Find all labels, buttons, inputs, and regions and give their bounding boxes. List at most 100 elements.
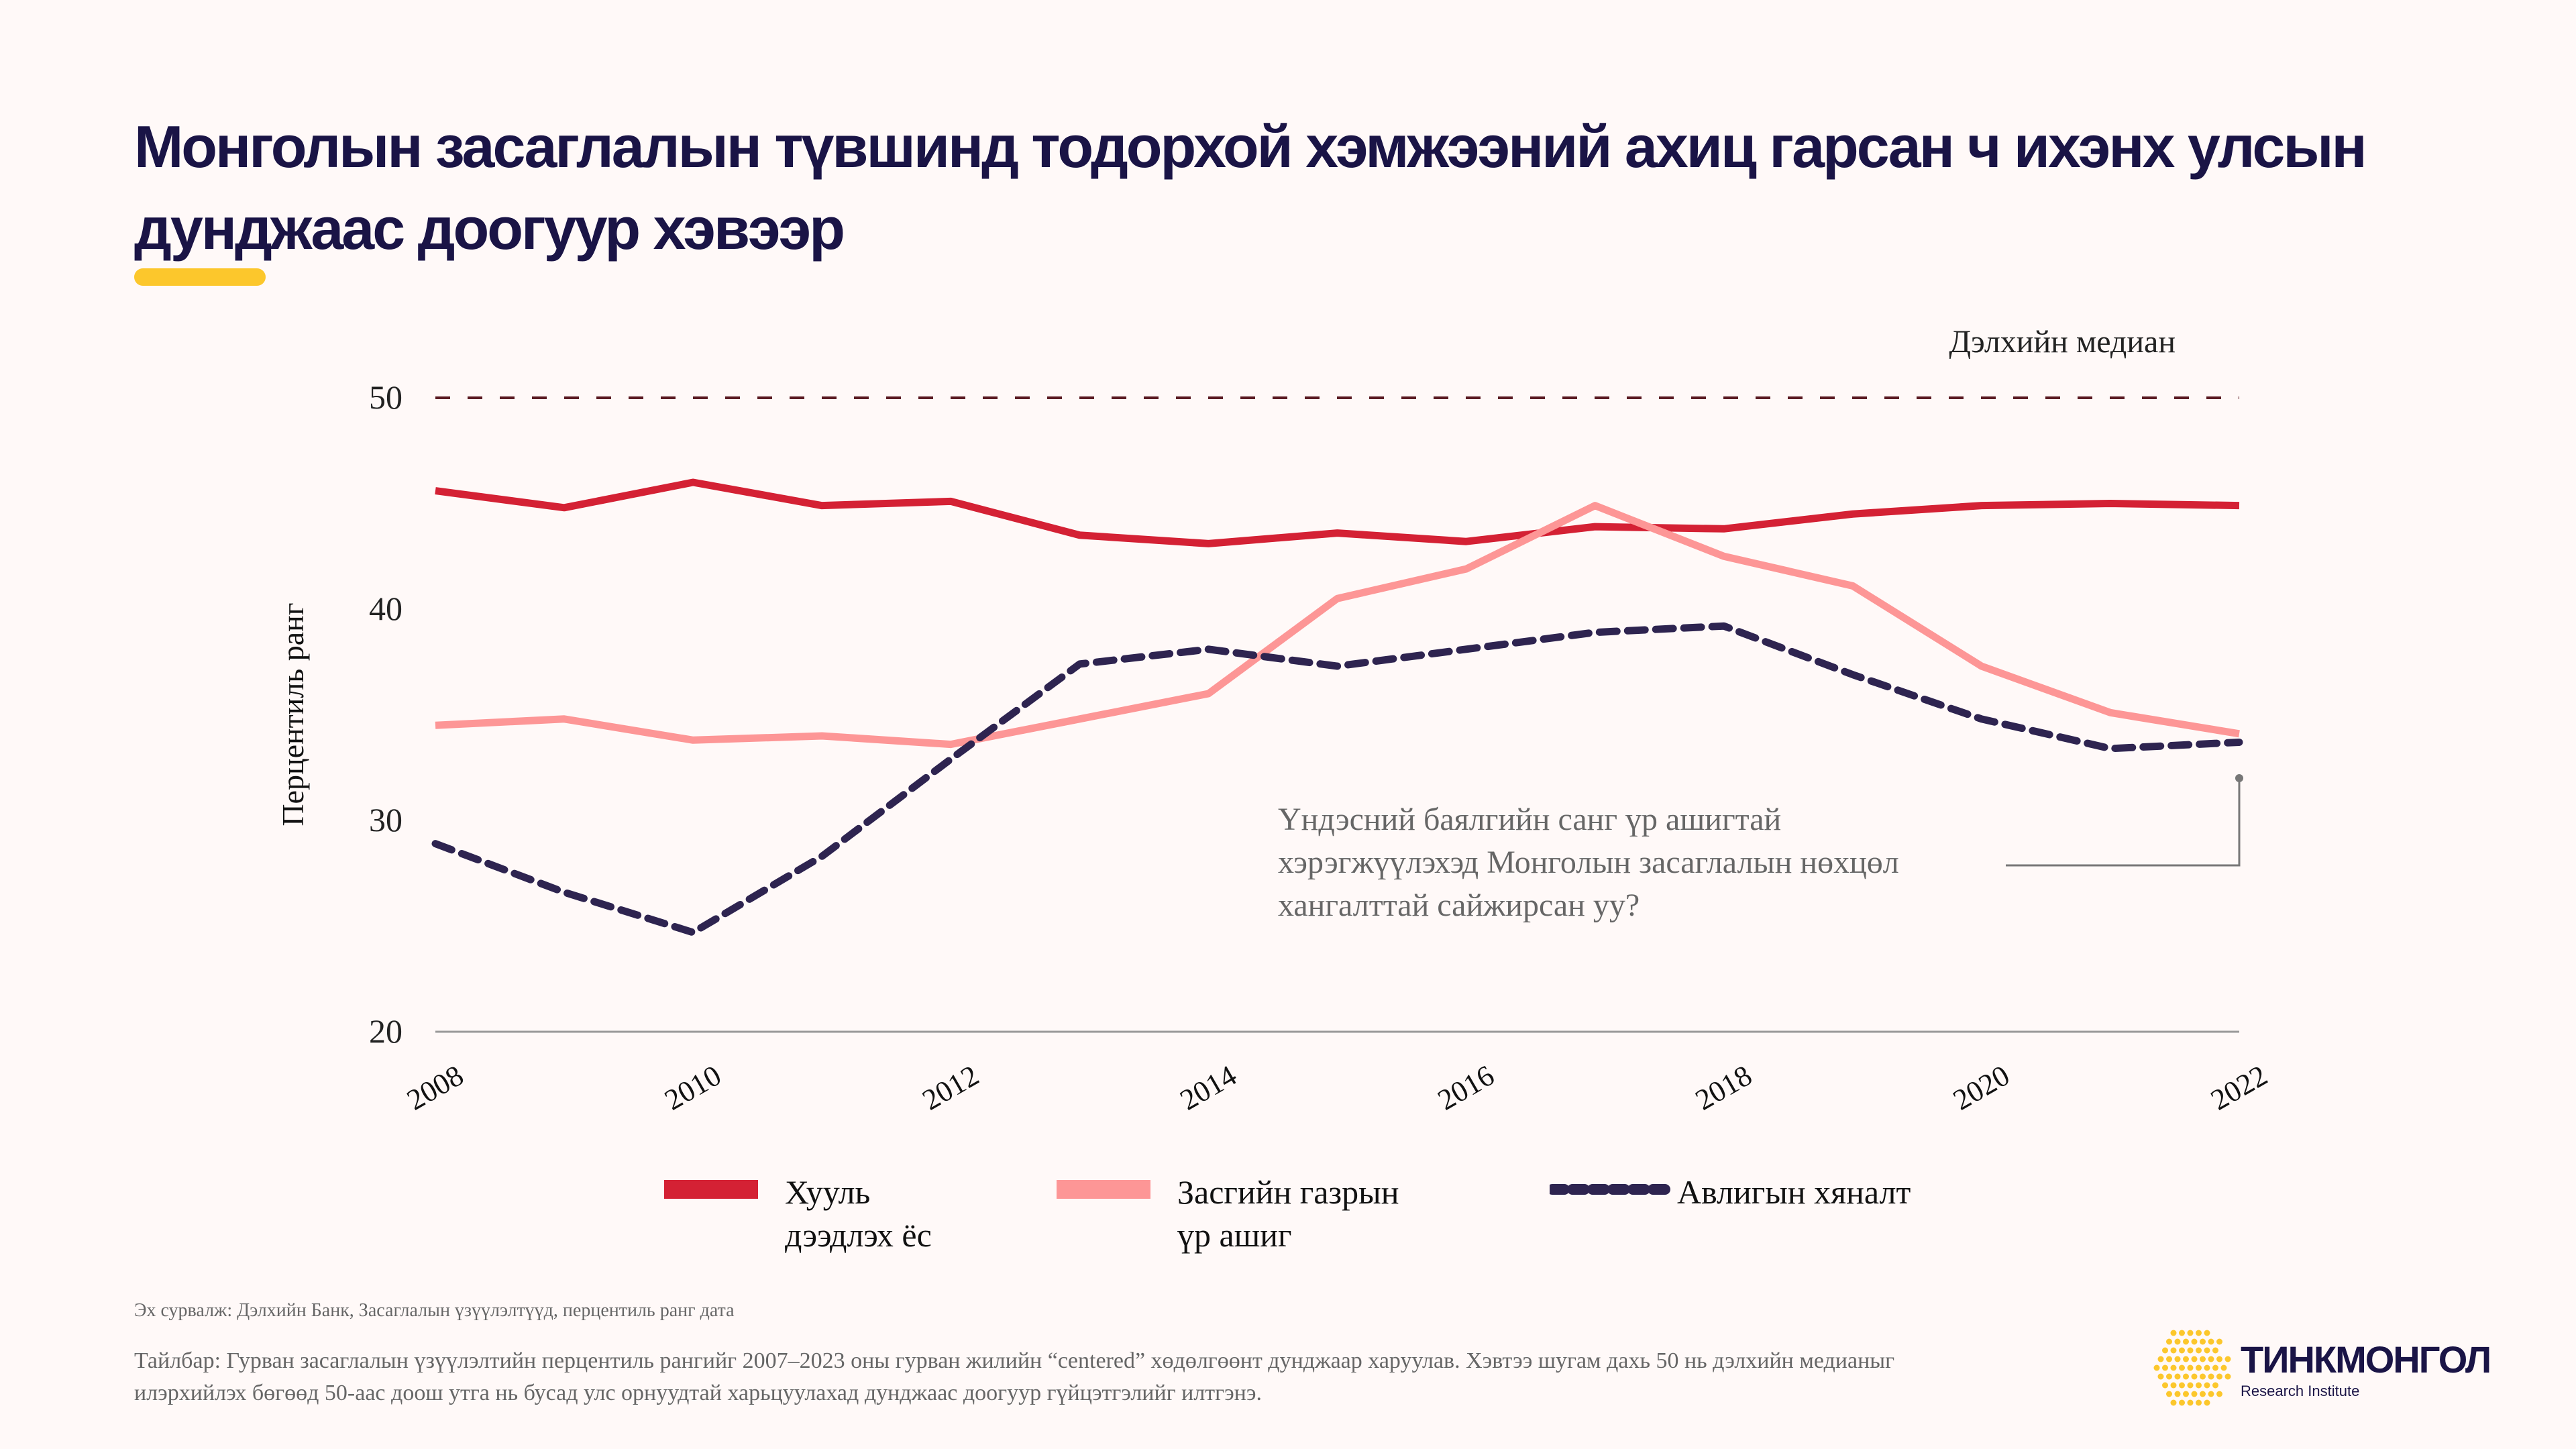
logo-dot: [2179, 1364, 2185, 1371]
legend-dash-swatch: [1550, 1184, 1670, 1195]
logo-dot: [2174, 1391, 2181, 1397]
logo-dot: [2208, 1373, 2214, 1380]
logo-dot: [2191, 1373, 2198, 1380]
x-tick-label: 2014: [1175, 1059, 1242, 1116]
logo-dot: [2179, 1399, 2185, 1406]
logo-dot: [2204, 1382, 2210, 1389]
logo-dot: [2162, 1347, 2168, 1354]
logo-dot: [2212, 1347, 2218, 1354]
x-tick-label: 2010: [659, 1059, 727, 1116]
x-tick-label: 2018: [1690, 1059, 1758, 1116]
logo-dot: [2183, 1356, 2189, 1362]
logo-dot: [2200, 1373, 2206, 1380]
logo-dot: [2216, 1373, 2222, 1380]
logo-dot: [2179, 1330, 2185, 1336]
logo-dot: [2196, 1347, 2202, 1354]
annotation-text: хэрэгжүүлэхэд Монголын засаглалын нөхцөл: [1278, 845, 1899, 880]
logo-dot: [2196, 1399, 2202, 1406]
y-axis-label: Перцентиль ранг: [276, 602, 310, 826]
page-title: Монголын засаглалын түвшинд тодорхой хэм…: [134, 113, 2367, 262]
logo: ТИНКМОНГОЛ Research Institute: [2147, 1325, 2491, 1412]
logo-dot: [2166, 1391, 2172, 1397]
logo-dot: [2196, 1364, 2202, 1371]
logo-dot: [2157, 1356, 2164, 1362]
logo-dot: [2208, 1338, 2214, 1345]
source-text: Эх сурвалж: Дэлхийн Банк, Засаглалын үзү…: [134, 1300, 735, 1321]
logo-subtitle: Research Institute: [2241, 1382, 2360, 1399]
logo-dot: [2162, 1364, 2168, 1371]
annotation-leader-line: [2006, 778, 2241, 867]
logo-dot: [2162, 1382, 2168, 1389]
series-line-0: [435, 478, 2240, 547]
legend-swatch: [1057, 1180, 1150, 1199]
legend-item-gov-effectiveness: Засгийн газрын үр ашиг: [1057, 1171, 1399, 1256]
y-tick-label: 30: [369, 801, 402, 839]
logo-dot: [2224, 1373, 2231, 1380]
logo-mark-icon: [2153, 1330, 2231, 1406]
annotation-dot: [2235, 774, 2243, 782]
logo-dot: [2187, 1382, 2194, 1389]
logo-dot: [2174, 1338, 2181, 1345]
legend-label: Хууль дээдлэх ёс: [785, 1173, 932, 1254]
x-tick-label: 2016: [1432, 1059, 1500, 1116]
x-tick-label: 2008: [401, 1059, 469, 1116]
logo-dot: [2174, 1356, 2181, 1362]
logo-dot: [2216, 1391, 2222, 1397]
x-tick-label: 2022: [2205, 1059, 2273, 1116]
logo-dot: [2170, 1330, 2177, 1336]
note-text: Тайлбар: Гурван засаглалын үзүүлэлтийн п…: [134, 1348, 1895, 1405]
annotation-text: Үндэсний баялгийн санг үр ашигтай: [1278, 802, 1781, 837]
logo-dot: [2187, 1330, 2194, 1336]
logo-dot: [2183, 1338, 2189, 1345]
logo-name: ТИНКМОНГОЛ: [2241, 1338, 2491, 1381]
logo-dot: [2216, 1356, 2222, 1362]
logo-dot: [2170, 1364, 2177, 1371]
logo-dot: [2212, 1364, 2218, 1371]
logo-dot: [2187, 1347, 2194, 1354]
logo-dot: [2204, 1399, 2210, 1406]
y-tick-label: 40: [369, 590, 402, 627]
logo-dot: [2157, 1373, 2164, 1380]
logo-dot: [2204, 1347, 2210, 1354]
logo-dot: [2208, 1391, 2214, 1397]
logo-dot: [2166, 1373, 2172, 1380]
x-tick-label: 2020: [1947, 1059, 2015, 1116]
annotation-text: хангалттай сайжирсан уу?: [1278, 888, 1640, 923]
logo-dot: [2174, 1373, 2181, 1380]
logo-dot: [2170, 1399, 2177, 1406]
logo-dot: [2196, 1330, 2202, 1336]
logo-dot: [2200, 1338, 2206, 1345]
logo-dot: [2187, 1399, 2194, 1406]
title-accent-bar: [134, 268, 266, 286]
logo-dot: [2204, 1364, 2210, 1371]
logo-dot: [2204, 1330, 2210, 1336]
logo-dot: [2170, 1382, 2177, 1389]
logo-dot: [2196, 1382, 2202, 1389]
logo-dot: [2191, 1356, 2198, 1362]
line-chart: Дэлхийн медиан 20 30 40 50 Перцентиль ранг 200…: [276, 324, 2273, 1117]
logo-dot: [2208, 1356, 2214, 1362]
legend-item-rule-of-law: Хууль дээдлэх ёс: [664, 1171, 932, 1256]
logo-dot: [2216, 1338, 2222, 1345]
logo-dot: [2191, 1338, 2198, 1345]
legend-label: Авлигын хяналт: [1677, 1173, 1911, 1211]
logo-dot: [2220, 1364, 2227, 1371]
logo-dot: [2224, 1356, 2231, 1362]
logo-dot: [2179, 1347, 2185, 1354]
y-tick-label: 20: [369, 1012, 402, 1050]
x-tick-label: 2012: [917, 1059, 985, 1116]
legend-swatch: [664, 1180, 758, 1199]
logo-dot: [2183, 1373, 2189, 1380]
series-line-2: [431, 622, 2243, 936]
logo-dot: [2191, 1391, 2198, 1397]
logo-dot: [2187, 1364, 2194, 1371]
legend-label: Засгийн газрын үр ашиг: [1177, 1173, 1399, 1254]
logo-dot: [2183, 1391, 2189, 1397]
logo-dot: [2179, 1382, 2185, 1389]
logo-dot: [2200, 1391, 2206, 1397]
legend-item-corruption-control: Авлигын хяналт: [1550, 1171, 1911, 1214]
logo-dot: [2200, 1356, 2206, 1362]
y-tick-label: 50: [369, 378, 402, 416]
logo-dot: [2166, 1356, 2172, 1362]
logo-dot: [2153, 1364, 2160, 1371]
